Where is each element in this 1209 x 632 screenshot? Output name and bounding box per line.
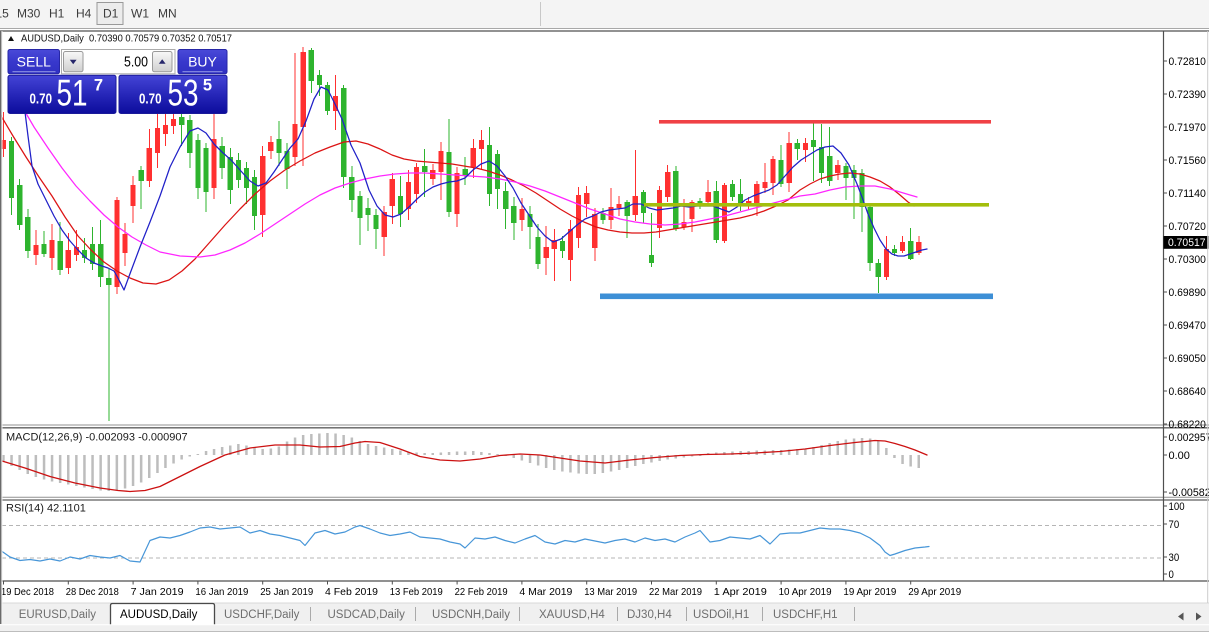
svg-text:7 Jan 2019: 7 Jan 2019 [131,586,184,598]
svg-text:MACD(12,26,9) -0.002093 -0.000: MACD(12,26,9) -0.002093 -0.000907 [6,432,188,444]
svg-text:-0.005825: -0.005825 [1169,487,1209,499]
svg-text:USDCNH,Daily: USDCNH,Daily [432,609,510,621]
svg-text:0.71970: 0.71970 [1169,122,1206,134]
svg-text:10 Apr 2019: 10 Apr 2019 [779,586,832,598]
svg-text:AUDUSD,Daily: AUDUSD,Daily [120,609,198,621]
svg-text:0.70300: 0.70300 [1169,254,1206,266]
svg-text:0: 0 [1169,569,1174,581]
svg-text:19 Dec 2018: 19 Dec 2018 [1,586,54,598]
svg-text:XAUUSD,H4: XAUUSD,H4 [539,609,605,621]
svg-text:19 Apr 2019: 19 Apr 2019 [843,586,896,598]
svg-text:H1: H1 [49,7,65,21]
svg-text:0.70720: 0.70720 [1169,221,1206,233]
svg-text:28 Dec 2018: 28 Dec 2018 [66,586,119,598]
svg-text:0.72390: 0.72390 [1169,89,1206,101]
svg-text:16 Jan 2019: 16 Jan 2019 [195,586,248,598]
svg-text:0.00: 0.00 [1169,450,1190,462]
svg-text:0.69470: 0.69470 [1169,320,1206,332]
svg-text:0.71140: 0.71140 [1169,188,1206,200]
svg-text:USDCAD,Daily: USDCAD,Daily [328,609,406,621]
svg-text:29 Apr 2019: 29 Apr 2019 [908,586,961,598]
svg-text:MN: MN [158,7,177,21]
svg-text:53: 53 [168,73,199,114]
svg-text:0.002957: 0.002957 [1169,432,1209,444]
svg-text:0.70: 0.70 [139,92,162,108]
svg-text:1 Apr 2019: 1 Apr 2019 [714,586,767,598]
svg-text:EURUSD,Daily: EURUSD,Daily [19,609,97,621]
svg-text:USDOil,H1: USDOil,H1 [693,609,749,621]
svg-text:4 Feb 2019: 4 Feb 2019 [325,586,378,598]
svg-text:15: 15 [0,7,9,21]
svg-text:100: 100 [1169,501,1185,513]
svg-text:0.69050: 0.69050 [1169,353,1206,365]
svg-text:D1: D1 [103,7,119,21]
svg-text:H4: H4 [76,7,92,21]
svg-text:0.70: 0.70 [30,92,53,108]
svg-text:DJ30,H4: DJ30,H4 [627,609,672,621]
svg-text:7: 7 [94,77,103,95]
svg-text:M30: M30 [17,7,41,21]
svg-text:70: 70 [1169,519,1180,531]
svg-text:0.70517: 0.70517 [1168,237,1206,249]
svg-text:RSI(14) 42.1101: RSI(14) 42.1101 [6,503,86,515]
svg-text:5.00: 5.00 [124,55,148,71]
svg-text:22 Feb 2019: 22 Feb 2019 [455,586,508,598]
svg-text:4 Mar 2019: 4 Mar 2019 [519,586,572,598]
svg-text:0.68640: 0.68640 [1169,386,1206,398]
svg-text:SELL: SELL [17,53,51,69]
svg-text:0.69890: 0.69890 [1169,287,1206,299]
svg-text:BUY: BUY [188,53,217,69]
svg-text:AUDUSD,Daily 0.70390 0.70579: AUDUSD,Daily 0.70390 0.70579 0.70352 0.7… [21,33,232,45]
svg-text:5: 5 [203,77,212,95]
svg-text:30: 30 [1169,552,1180,564]
svg-text:USDCHF,Daily: USDCHF,Daily [224,609,300,621]
svg-text:0.68220: 0.68220 [1169,419,1206,431]
svg-text:51: 51 [57,73,88,114]
svg-text:W1: W1 [131,7,149,21]
svg-text:USDCHF,H1: USDCHF,H1 [773,609,838,621]
svg-text:13 Mar 2019: 13 Mar 2019 [584,586,637,598]
svg-text:0.71560: 0.71560 [1169,155,1206,167]
svg-text:0.72810: 0.72810 [1169,56,1206,68]
svg-text:22 Mar 2019: 22 Mar 2019 [649,586,702,598]
svg-text:13 Feb 2019: 13 Feb 2019 [390,586,443,598]
svg-text:25 Jan 2019: 25 Jan 2019 [260,586,313,598]
